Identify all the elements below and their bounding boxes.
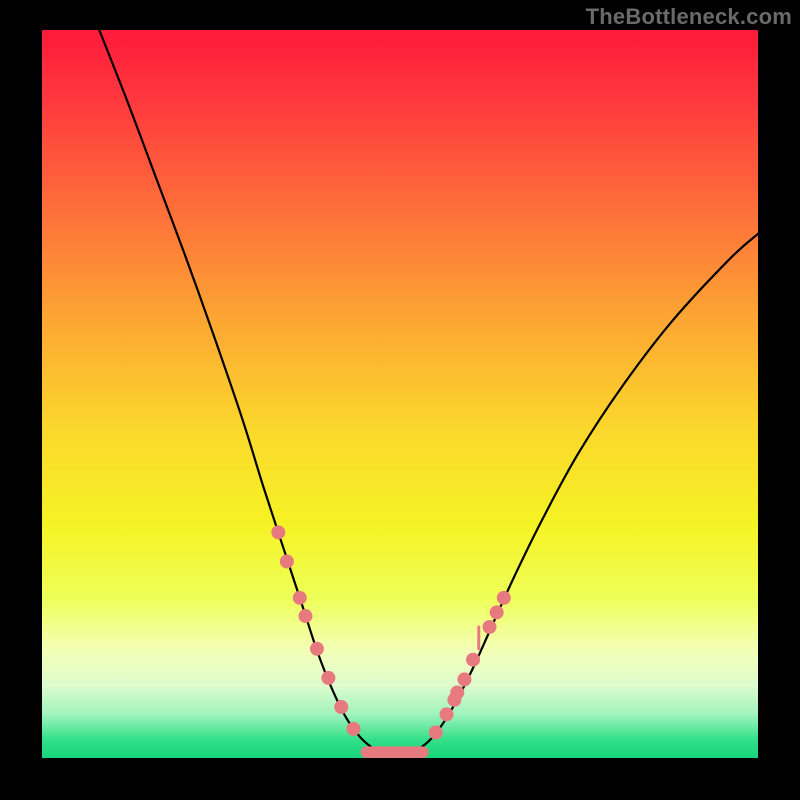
plot-background [42,30,758,758]
marker-left [298,609,312,623]
marker-right [440,707,454,721]
marker-left [293,591,307,605]
marker-right [483,620,497,634]
watermark-text: TheBottleneck.com [586,4,792,30]
marker-right [457,672,471,686]
marker-left [334,700,348,714]
marker-right [490,605,504,619]
marker-left [271,525,285,539]
chart-svg [0,0,800,800]
marker-right [429,726,443,740]
optimal-range-band [361,746,429,758]
marker-left [310,642,324,656]
marker-left [346,722,360,736]
marker-left [321,671,335,685]
marker-right [466,653,480,667]
marker-right [450,685,464,699]
marker-right [497,591,511,605]
chart-frame [0,0,800,800]
marker-left [280,554,294,568]
